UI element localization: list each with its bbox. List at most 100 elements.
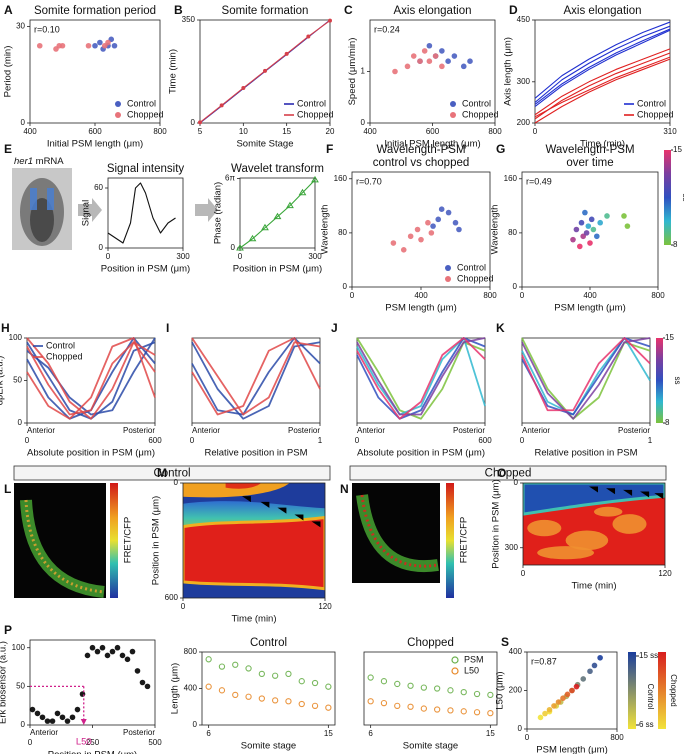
microscopy-image <box>352 483 440 583</box>
x-tick-label: 0 <box>520 436 525 445</box>
x-tick-label: 0 <box>238 252 243 261</box>
data-point <box>460 63 467 70</box>
y-axis-label: dpErk (a.u.) <box>0 356 6 406</box>
y-tick-label: 0 <box>21 118 26 127</box>
x-axis-label: Position in PSM (μm) <box>48 750 137 754</box>
data-point <box>261 223 269 231</box>
marker-triangle <box>241 496 251 503</box>
y-axis-label: Period (min) <box>2 46 13 98</box>
panel-letter: L <box>4 482 11 496</box>
data-point <box>573 226 580 233</box>
x-axis-label: Time (min) <box>571 581 616 592</box>
y-tick-label: 400 <box>509 647 523 656</box>
data-point <box>577 243 583 250</box>
x-axis-label: Position in PSM (μm) <box>101 264 190 275</box>
marker-triangle <box>640 491 650 498</box>
legend-swatch <box>451 656 459 664</box>
data-point <box>400 246 407 253</box>
x-axis-label: Somite Stage <box>236 139 293 150</box>
data-point <box>59 714 66 721</box>
y-tick-label: 0 <box>18 418 23 427</box>
x-tick-label: 0 <box>106 252 111 261</box>
x-axis-label: Somite stage <box>241 741 296 752</box>
axis-end-label: Posterior <box>288 426 320 435</box>
panel-letter: I <box>166 321 169 335</box>
plot-frame <box>239 177 316 249</box>
data-line <box>534 56 671 118</box>
chart-title: Wavelet transform <box>231 163 324 175</box>
legend-label: Chopped <box>297 109 334 119</box>
data-point <box>380 678 388 685</box>
data-point <box>590 226 597 233</box>
annotation: r=0.10 <box>34 24 60 34</box>
panel-letter: P <box>4 623 12 637</box>
data-point <box>447 707 454 714</box>
heat-patch <box>537 546 594 560</box>
x-tick-label: 120 <box>658 569 672 578</box>
axis-end-label: Posterior <box>123 426 155 435</box>
heat-patch <box>565 530 609 551</box>
data-point <box>36 42 43 49</box>
axis-end-label: Anterior <box>522 426 550 435</box>
gene-name: her1 <box>14 156 33 167</box>
colorbar-label: ss <box>673 377 682 385</box>
data-point <box>580 676 587 682</box>
data-point <box>34 710 41 717</box>
colorbar <box>110 483 118 598</box>
y-axis-label: L50 (μm) <box>495 671 506 709</box>
colorbar-label: ss <box>681 194 684 202</box>
data-point <box>69 714 76 721</box>
data-point <box>621 213 627 219</box>
x-axis-label: Time (min) <box>580 139 625 150</box>
colorbar <box>656 338 663 423</box>
data-point <box>407 682 414 689</box>
x-axis-label: Initial PSM length (μm) <box>384 139 480 150</box>
legend-label: PSM <box>464 654 484 664</box>
data-point <box>438 206 445 213</box>
chart-title: Somite formation period <box>34 5 156 17</box>
x-axis-label: PSM length (μm) <box>536 745 607 754</box>
chart-title: Axis elongation <box>564 5 642 17</box>
x-tick-label: 600 <box>148 436 162 445</box>
legend-swatch <box>451 667 459 675</box>
plot-frame <box>201 651 336 726</box>
marker-triangle <box>606 488 616 495</box>
data-point <box>109 648 116 655</box>
embryo-image <box>12 168 72 250</box>
y-axis-label: Position in PSM (μm) <box>151 496 162 585</box>
data-line <box>239 179 316 249</box>
axis-end-label: Anterior <box>192 426 220 435</box>
y-tick-label: 350 <box>182 15 196 24</box>
data-point <box>273 212 282 220</box>
x-tick-label: 500 <box>148 738 162 747</box>
data-point <box>433 706 441 713</box>
x-tick-label: 800 <box>651 291 665 300</box>
axis-end-label: Posterior <box>453 426 485 435</box>
legend-swatch <box>450 101 456 107</box>
data-point <box>124 656 131 663</box>
x-tick-label: 20 <box>326 127 335 136</box>
data-point <box>89 644 96 651</box>
data-point <box>232 661 239 668</box>
data-point <box>306 34 311 39</box>
data-point <box>425 219 431 226</box>
marker-triangle <box>311 521 321 528</box>
data-point <box>104 652 111 659</box>
x-tick-label: 0 <box>28 738 33 747</box>
x-axis-label: Initial PSM length (μm) <box>47 139 143 150</box>
heat-patch <box>527 519 562 537</box>
heat-region <box>183 483 290 498</box>
legend-label: Chopped <box>462 109 499 119</box>
y-axis-label: Length (μm) <box>170 663 181 714</box>
x-tick-label: 0 <box>520 291 525 300</box>
x-tick-label: 300 <box>308 252 322 261</box>
data-point <box>578 219 585 226</box>
data-point <box>129 648 136 655</box>
data-point <box>367 674 374 681</box>
data-point <box>245 665 252 672</box>
x-tick-label: 300 <box>176 252 190 261</box>
banner-label: Control <box>153 468 190 480</box>
data-point <box>439 48 445 54</box>
annotation: r=0.70 <box>356 176 382 186</box>
colorbar-label: Chopped <box>669 674 678 706</box>
